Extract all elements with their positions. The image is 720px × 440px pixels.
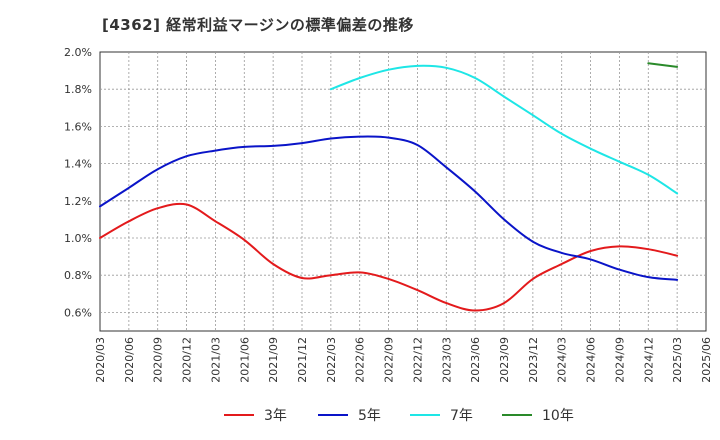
grid	[99, 51, 707, 332]
legend-label: 7年	[450, 408, 473, 424]
y-tick-label: 0.6%	[64, 306, 92, 319]
legend-label: 3年	[264, 408, 287, 424]
y-tick-label: 1.0%	[64, 232, 92, 245]
y-tick-label: 2.0%	[64, 46, 92, 59]
x-tick-label: 2024/06	[585, 337, 598, 383]
x-tick-label: 2022/06	[354, 337, 367, 383]
x-tick-label: 2021/12	[296, 337, 309, 383]
y-axis-ticks: 0.6% 0.8% 1.0% 1.2% 1.4% 1.6% 1.8% 2.0%	[64, 46, 92, 319]
x-tick-label: 2024/09	[613, 337, 626, 383]
y-tick-label: 0.8%	[64, 269, 92, 282]
x-tick-label: 2023/12	[527, 337, 540, 383]
x-tick-label: 2023/03	[440, 337, 453, 383]
legend-label: 5年	[358, 408, 381, 424]
series-lines	[99, 62, 679, 312]
y-tick-label: 1.4%	[64, 158, 92, 171]
x-tick-label: 2021/09	[267, 337, 280, 383]
series-line-7年	[329, 64, 679, 195]
x-tick-label: 2025/06	[700, 337, 713, 383]
x-tick-label: 2020/06	[123, 337, 136, 383]
x-tick-label: 2025/03	[671, 337, 684, 383]
x-tick-label: 2020/12	[181, 337, 194, 383]
x-tick-label: 2024/03	[556, 337, 569, 383]
x-tick-label: 2023/06	[469, 337, 482, 383]
x-tick-label: 2022/09	[383, 337, 396, 383]
x-tick-label: 2021/03	[209, 337, 222, 383]
x-axis-ticks: 2020/03 2020/06 2020/09 2020/12 2021/03 2021/…	[94, 337, 713, 383]
x-tick-label: 2021/06	[238, 337, 251, 383]
series-line-5年	[99, 135, 679, 281]
x-tick-label: 2020/03	[94, 337, 107, 383]
legend-label: 10年	[542, 408, 574, 424]
chart-title: [4362] 経常利益マージンの標準偏差の推移	[102, 16, 414, 34]
plot-area	[99, 51, 707, 332]
series-line-10年	[647, 62, 679, 68]
x-tick-label: 2022/12	[411, 337, 424, 383]
series-line-3年	[99, 202, 679, 312]
y-tick-label: 1.2%	[64, 195, 92, 208]
legend: 3年 5年 7年 10年	[224, 408, 574, 424]
y-tick-label: 1.6%	[64, 120, 92, 133]
x-tick-label: 2020/09	[152, 337, 165, 383]
x-tick-label: 2023/09	[498, 337, 511, 383]
x-tick-label: 2022/03	[325, 337, 338, 383]
y-tick-label: 1.8%	[64, 83, 92, 96]
x-tick-label: 2024/12	[642, 337, 655, 383]
